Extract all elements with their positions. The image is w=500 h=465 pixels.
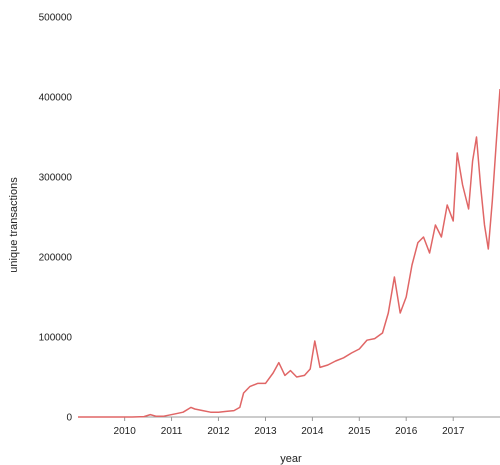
x-tick-label: 2017 bbox=[442, 426, 465, 437]
y-axis-label: unique transactions bbox=[8, 177, 20, 273]
y-tick-label: 200000 bbox=[39, 253, 73, 264]
x-tick-label: 2012 bbox=[207, 426, 230, 437]
x-tick-label: 2010 bbox=[114, 426, 137, 437]
y-tick-label: 500000 bbox=[39, 13, 73, 24]
series-line bbox=[78, 88, 500, 418]
x-tick-label: 2013 bbox=[254, 426, 277, 437]
x-tick-label: 2016 bbox=[395, 426, 418, 437]
x-axis-ticks: 2010 2011 2012 2013 2014 2015 2016 2017 bbox=[114, 417, 465, 437]
x-tick-label: 2015 bbox=[348, 426, 371, 437]
y-axis-ticks: 0 100000 200000 300000 400000 500000 bbox=[39, 13, 73, 424]
x-tick-label: 2014 bbox=[301, 426, 324, 437]
x-tick-label: 2011 bbox=[161, 426, 183, 437]
y-tick-label: 0 bbox=[66, 413, 72, 424]
y-tick-label: 100000 bbox=[39, 333, 73, 344]
y-tick-label: 300000 bbox=[39, 173, 73, 184]
y-tick-label: 400000 bbox=[39, 93, 73, 104]
x-axis-label: year bbox=[280, 453, 302, 465]
